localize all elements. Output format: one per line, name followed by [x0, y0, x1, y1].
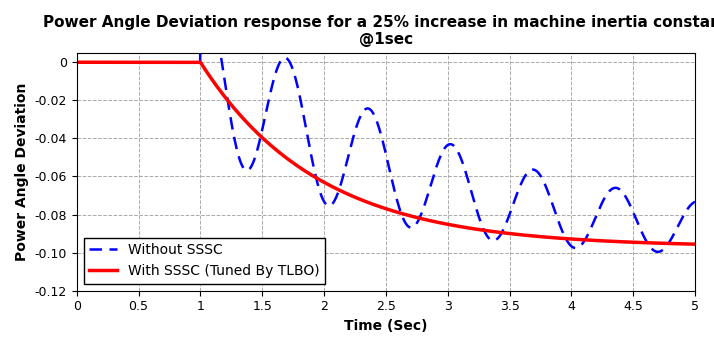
- Without SSSC: [690, 200, 699, 204]
- With SSSC (Tuned By TLBO): [690, 242, 699, 246]
- With SSSC (Tuned By TLBO): [673, 242, 681, 246]
- With SSSC (Tuned By TLBO): [357, 198, 366, 202]
- With SSSC (Tuned By TLBO): [104, 60, 113, 64]
- With SSSC (Tuned By TLBO): [373, 204, 382, 208]
- With SSSC (Tuned By TLBO): [559, 236, 568, 240]
- With SSSC (Tuned By TLBO): [673, 242, 681, 246]
- Title: Power Angle Deviation response for a 25% increase in machine inertia constant
@1: Power Angle Deviation response for a 25%…: [44, 15, 714, 47]
- Line: Without SSSC: Without SSSC: [77, 0, 695, 252]
- Without SSSC: [653, 250, 662, 254]
- X-axis label: Time (Sec): Time (Sec): [344, 319, 428, 333]
- Line: With SSSC (Tuned By TLBO): With SSSC (Tuned By TLBO): [77, 62, 695, 244]
- Y-axis label: Power Angle Deviation: Power Angle Deviation: [15, 82, 29, 261]
- With SSSC (Tuned By TLBO): [73, 60, 81, 64]
- Without SSSC: [73, 60, 81, 64]
- Legend: Without SSSC, With SSSC (Tuned By TLBO): Without SSSC, With SSSC (Tuned By TLBO): [84, 238, 326, 284]
- Without SSSC: [673, 225, 682, 229]
- Without SSSC: [373, 122, 382, 126]
- Without SSSC: [560, 233, 568, 237]
- Without SSSC: [357, 112, 366, 117]
- Without SSSC: [673, 224, 682, 229]
- Without SSSC: [104, 60, 113, 64]
